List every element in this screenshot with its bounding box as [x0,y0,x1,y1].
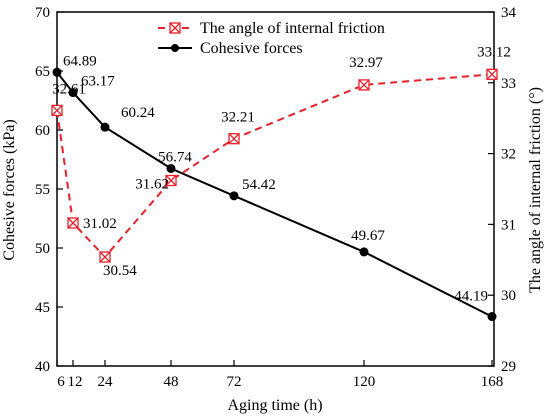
right-tick-label-32: 32 [501,147,516,163]
legend-label-friction: The angle of internal friction [200,20,385,37]
x-tick-label-72: 72 [227,374,242,390]
series-1-label-2: 60.24 [121,105,155,121]
right-tick-label-31: 31 [501,217,516,233]
right-tick-label-33: 33 [501,76,516,92]
series-0-point-2 [99,251,111,263]
series-0-label-0: 32.61 [52,81,86,97]
series-line-0 [56,73,493,259]
series-0-point-5 [358,79,370,91]
left-tick-label-55: 55 [35,182,50,198]
series-1-label-0: 64.89 [63,53,97,69]
left-tick-label-60: 60 [35,123,50,139]
series-0-point-3 [165,174,177,187]
x-tick-label-120: 120 [353,374,376,390]
series-1-label-5: 49.67 [351,228,385,244]
x-axis-title: Aging time (h) [227,397,322,414]
series-0-point-6 [486,68,498,80]
series-1-point-6 [487,312,497,322]
legend-marker-cohesive [171,44,179,52]
series-1-point-3 [166,163,176,173]
series-1-label-1: 63.17 [81,74,115,90]
marker-cross-b [51,104,63,116]
series-0-label-2: 30.54 [103,263,137,279]
series-1-point-0 [52,67,62,77]
series-1-point-1 [68,88,78,98]
left-tick-label-45: 45 [35,300,50,316]
legend-marker-friction [169,22,181,34]
right-tick-label-30: 30 [501,288,516,304]
x-tick-label-6: 6 [57,374,65,390]
left-tick-label-65: 65 [35,64,50,80]
left-tick-label-50: 50 [35,241,50,257]
series-0-point-1 [67,217,79,229]
x-tick-label-168: 168 [481,374,504,390]
series-layer [51,67,498,322]
series-0-point-0 [51,104,63,117]
series-0-point-4 [228,133,240,145]
right-axis-title: The angle of internal friction (°) [527,87,544,293]
x-tick-label-48: 48 [164,374,179,390]
left-axis-title: Cohesive forces (kPa) [1,119,18,260]
right-tick-label-29: 29 [501,359,516,375]
series-1-label-6: 44.19 [454,289,488,305]
x-tick-label-24: 24 [98,374,114,390]
left-tick-label-70: 70 [35,5,50,21]
marker-cross-b [486,68,498,80]
series-1-label-3: 56.74 [158,150,192,166]
series-1-point-5 [359,247,369,257]
x-tick-label-12: 12 [68,374,83,390]
left-tick-label-40: 40 [35,359,50,375]
series-0-label-3: 31.62 [135,177,169,193]
labels-layer: 32.61 31.02 30.54 31.62 32.21 32.97 33.12 64.89… [52,44,511,304]
marker-cross-b [228,133,240,145]
marker-cross-b [165,175,177,186]
ticks-layer: 6 12 24 48 72 120 1684045505560657029303132333… [35,5,517,390]
series-0-label-6: 33.12 [477,44,511,60]
series-1-point-2 [100,122,110,132]
series-1-label-4: 54.42 [242,177,276,193]
series-0-label-5: 32.97 [349,55,383,71]
right-tick-label-34: 34 [501,5,517,21]
series-0-label-1: 31.02 [83,216,117,232]
marker-cross-b [99,251,111,263]
legend: The angle of internal friction Cohesive … [158,20,385,57]
marker-cross-b [67,217,79,229]
series-0-label-4: 32.21 [221,110,255,126]
marker-cross-b [358,79,370,91]
legend-label-cohesive: Cohesive forces [200,40,303,57]
series-1-point-4 [229,191,239,201]
